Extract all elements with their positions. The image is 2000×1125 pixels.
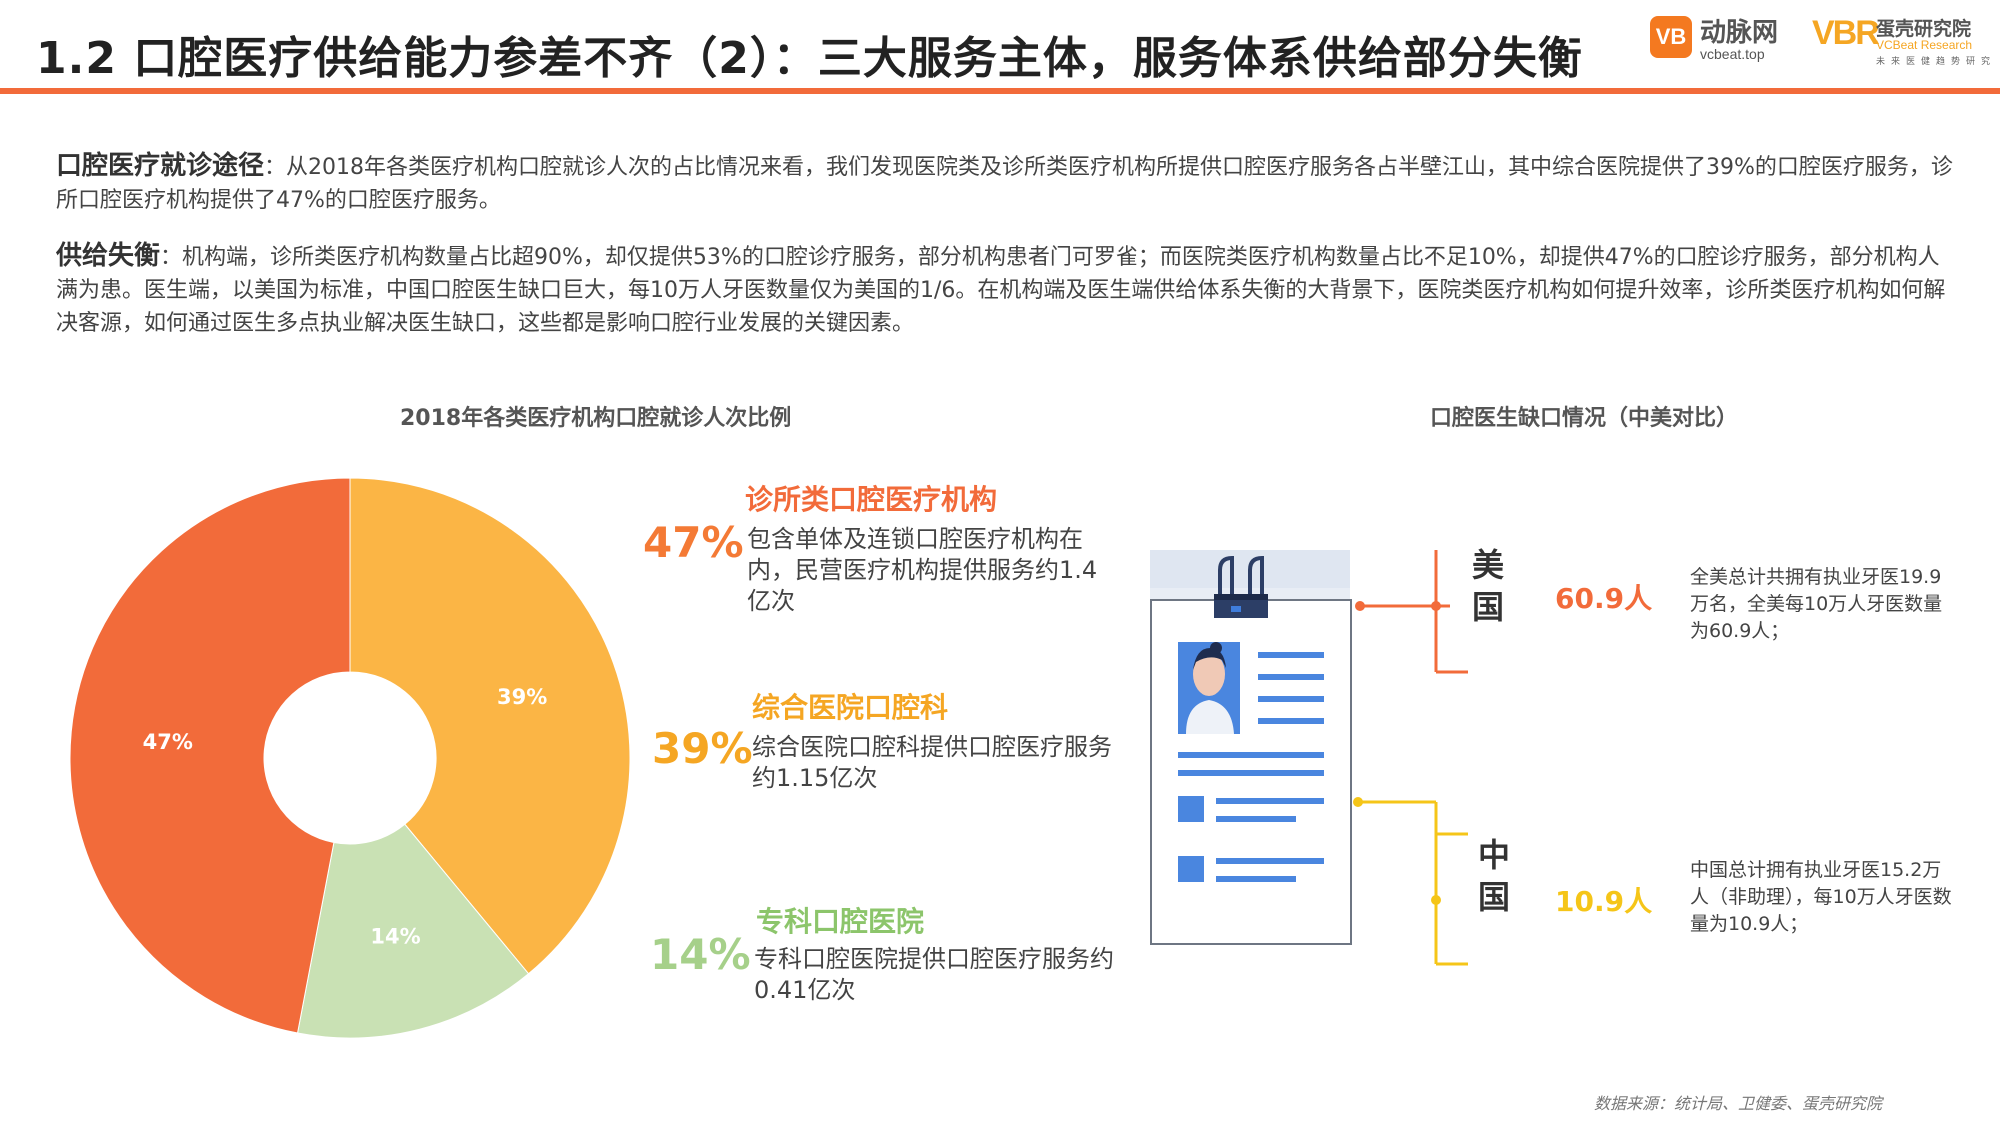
vbr-logo-tagline: 未来医健趋势研究 [1876, 57, 1997, 67]
intro-paragraph-1-label: 口腔医疗就诊途径 [56, 151, 265, 181]
vcbeat-logo: VB 动脉网 vcbeat.top [1650, 12, 1805, 62]
intro-paragraph-1-text: ：从2018年各类医疗机构口腔就诊人次的占比情况来看，我们发现医院类及诊所类医疗… [56, 155, 1953, 213]
vbr-logo-icon: VBR [1812, 14, 1880, 52]
page-title: 1.2 口腔医疗供给能力参差不齐（2）：三大服务主体，服务体系供给部分失衡 [36, 33, 1583, 84]
country-china: 中国 [1478, 836, 1511, 916]
legend-clinic-desc: 包含单体及连锁口腔医疗机构在内，民营医疗机构提供服务约1.4亿次 [747, 525, 1098, 615]
legend-clinic-title: 诊所类口腔医疗机构 [745, 483, 998, 516]
binder-clip-icon [1214, 555, 1268, 618]
vbr-logo-english: VCBeat Research [1876, 38, 1973, 52]
pie-label-general: 39% [497, 685, 547, 709]
us-connector [1355, 550, 1468, 674]
legend-general-desc: 综合医院口腔科提供口腔医疗服务约1.15亿次 [752, 733, 1112, 792]
legend-clinic-percent: 47% [643, 518, 744, 567]
donut-chart: 39% 14% 47% [69, 477, 631, 1039]
intro-paragraph-2-label: 供给失衡 [56, 241, 161, 271]
legend-specialty-desc: 专科口腔医院提供口腔医疗服务约0.41亿次 [754, 945, 1114, 1004]
legend-general-percent: 39% [652, 724, 753, 773]
intro-paragraph-2: 供给失衡：机构端，诊所类医疗机构数量占比超90%，却仅提供53%的口腔诊疗服务，… [56, 240, 1956, 340]
pie-slice-clinic [69, 477, 351, 1034]
resume-illustration [1150, 550, 1468, 966]
china-connector [1353, 797, 1468, 966]
us-dentist-note: 全美总计共拥有执业牙医19.9万名，全美每10万人牙医数量为60.9人； [1690, 566, 1943, 642]
pie-slice-general [349, 477, 631, 975]
vcbeat-research-logo: VBR 蛋壳研究院 VCBeat Research 未来医健趋势研究 [1812, 12, 1997, 72]
intro-paragraph-2-text: ：机构端，诊所类医疗机构数量占比超90%，却仅提供53%的口腔诊疗服务，部分机构… [56, 245, 1946, 336]
pie-label-clinic: 47% [143, 730, 193, 754]
dentist-gap-title: 口腔医生缺口情况（中美对比） [1430, 406, 1739, 431]
china-dentist-ratio: 10.9人 [1555, 885, 1653, 918]
intro-paragraph-1: 口腔医疗就诊途径：从2018年各类医疗机构口腔就诊人次的占比情况来看，我们发现医… [56, 150, 1956, 217]
data-source: 数据来源：统计局、卫健委、蛋壳研究院 [1594, 1094, 1883, 1113]
vcbeat-logo-icon: VB [1650, 16, 1692, 58]
legend-specialty-percent: 14% [650, 930, 751, 979]
china-dentist-note: 中国总计拥有执业牙医15.2万人（非助理），每10万人牙医数量为10.9人； [1690, 859, 1952, 935]
profile-photo-icon [1178, 642, 1240, 734]
legend-general-title: 综合医院口腔科 [752, 691, 949, 724]
title-underline [0, 88, 2000, 94]
vcbeat-logo-name: 动脉网 [1700, 18, 1779, 48]
country-us: 美国 [1472, 546, 1505, 626]
vbr-logo-name: 蛋壳研究院 [1876, 18, 1972, 40]
legend-specialty-title: 专科口腔医院 [756, 905, 925, 938]
pie-chart-title: 2018年各类医疗机构口腔就诊人次比例 [400, 406, 792, 431]
pie-slice-specialty [296, 823, 530, 1039]
us-dentist-ratio: 60.9人 [1555, 582, 1653, 615]
vcbeat-logo-url: vcbeat.top [1700, 46, 1765, 62]
pie-label-specialty: 14% [370, 924, 420, 948]
